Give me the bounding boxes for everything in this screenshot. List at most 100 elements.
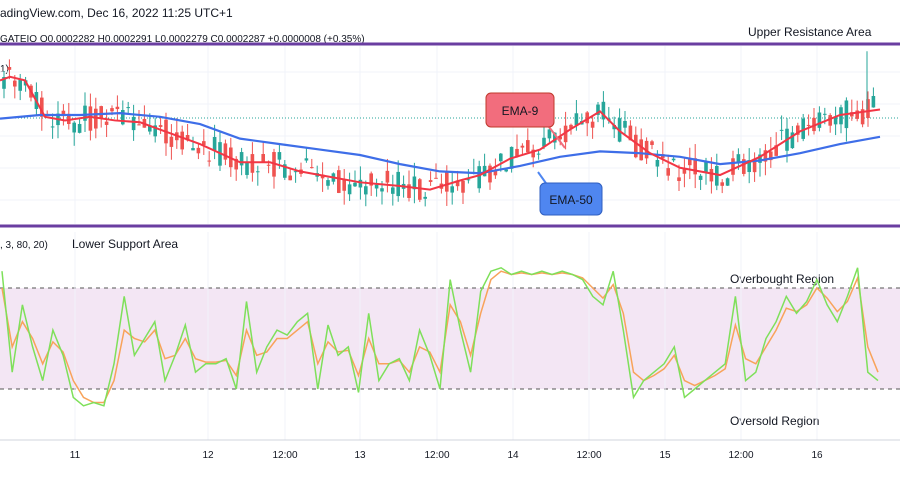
candle-body [860, 109, 865, 125]
candle-body [277, 152, 282, 160]
candle-body [704, 161, 708, 173]
candle-body [2, 77, 6, 89]
candle-body [833, 117, 838, 125]
candle-body [88, 106, 93, 131]
candle-body [715, 165, 719, 186]
candle-body [628, 125, 633, 141]
candle-body [677, 177, 681, 182]
candle-body [655, 159, 660, 167]
candle-body [477, 166, 481, 189]
candle-body [126, 107, 130, 109]
stoch-d-line [1, 270, 879, 404]
oversold-label: Oversold Region [730, 414, 819, 428]
stoch-params-label: , 3, 80, 20) [0, 240, 48, 251]
candle-body [191, 148, 195, 151]
candle-body [666, 168, 670, 176]
candle-body [374, 184, 379, 189]
candle-body [407, 184, 411, 198]
candle-body [520, 145, 525, 148]
candle-body [202, 141, 206, 146]
candle-body [369, 173, 373, 186]
candle-body [585, 112, 589, 124]
candle-body [77, 123, 82, 133]
candle-body [450, 186, 454, 193]
candle-body [358, 179, 363, 188]
candle-body [871, 95, 876, 108]
candle-body [396, 171, 400, 197]
candle-body [50, 126, 55, 128]
candle-body [250, 154, 255, 173]
candle-body [779, 129, 784, 131]
candle-body [461, 180, 465, 193]
candle-body [288, 175, 292, 181]
price-grid [0, 46, 900, 224]
candle-body [612, 124, 616, 130]
ohlc-readout: GATEIO O0.0002282 H0.0002291 L0.0002279 … [0, 34, 365, 45]
candle-body [234, 158, 238, 170]
lower-support-label: Lower Support Area [72, 237, 178, 251]
candle-body [310, 167, 314, 169]
time-tick-label: 12:00 [272, 450, 297, 461]
time-tick-label: 12:00 [576, 450, 601, 461]
candle-body [693, 158, 697, 175]
candle-body [115, 106, 120, 110]
candle-body [283, 164, 287, 178]
candle-body [774, 145, 778, 156]
ema50-line [0, 112, 881, 175]
candle-body [428, 180, 433, 182]
time-tick-label: 14 [507, 450, 519, 461]
time-tick-label: 13 [354, 450, 366, 461]
candle-body [806, 124, 811, 126]
candle-body [423, 196, 427, 199]
candle-body [342, 179, 346, 191]
candle-body [812, 117, 816, 132]
overbought-label: Overbought Region [730, 272, 834, 286]
candle-body [434, 177, 438, 179]
candle-body [547, 129, 552, 139]
candle-body [153, 125, 157, 137]
candle-body [493, 169, 498, 176]
candle-body [855, 110, 859, 119]
candle-body [531, 149, 535, 158]
candle-body [817, 112, 822, 128]
candle-body [698, 175, 703, 180]
candle-body [688, 158, 692, 166]
time-tick-label: 12:00 [728, 450, 753, 461]
candle-body [634, 134, 638, 158]
candle-body [709, 168, 714, 182]
candle-body [223, 143, 228, 160]
ema9-line [0, 75, 881, 191]
candle-body [72, 122, 76, 133]
time-tick-label: 11 [70, 450, 81, 461]
candle-body [353, 182, 357, 187]
candle-body [731, 158, 735, 175]
candle-body [418, 179, 422, 200]
candle-body [639, 139, 643, 161]
candle-body [7, 67, 12, 70]
candle-body [504, 169, 508, 172]
candle-body [536, 153, 541, 155]
candle-body [801, 118, 805, 139]
candle-body [526, 140, 530, 153]
candle-body [866, 99, 870, 119]
candle-body [747, 160, 751, 173]
candle-body [601, 101, 606, 120]
stoch-grid [74, 232, 818, 440]
time-tick-label: 16 [811, 450, 823, 461]
candle-body [482, 165, 487, 177]
candle-body [364, 186, 368, 195]
candle-body [752, 158, 757, 173]
candle-body [347, 184, 352, 195]
candle-body [99, 106, 103, 118]
candle-body [293, 171, 298, 173]
candle-body [380, 188, 384, 192]
candle-body [180, 131, 184, 150]
candle-body [558, 136, 562, 140]
candle-body [455, 180, 460, 187]
upper-resistance-label: Upper Resistance Area [748, 25, 872, 39]
candle-body [239, 152, 244, 166]
candle-body [763, 150, 768, 162]
time-tick-label: 15 [659, 450, 671, 461]
candle-body [337, 170, 341, 193]
